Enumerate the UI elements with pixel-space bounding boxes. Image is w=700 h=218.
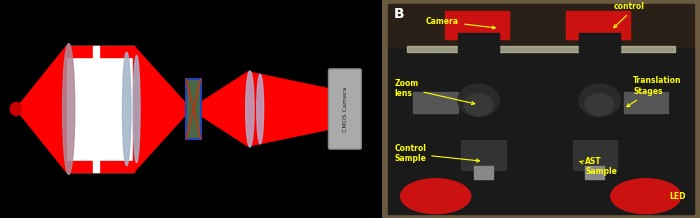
Circle shape	[10, 102, 22, 116]
Text: Temperature
control: Temperature control	[614, 0, 669, 28]
Bar	[461, 140, 505, 170]
Ellipse shape	[62, 44, 75, 174]
Text: LED: LED	[669, 192, 686, 201]
Polygon shape	[66, 46, 134, 172]
Bar	[624, 92, 668, 113]
Ellipse shape	[611, 179, 681, 214]
Polygon shape	[66, 161, 134, 172]
Text: Control
Sample: Control Sample	[394, 144, 480, 163]
Polygon shape	[16, 46, 66, 172]
Polygon shape	[248, 72, 343, 146]
Ellipse shape	[585, 94, 614, 116]
Polygon shape	[66, 46, 134, 57]
Bar	[566, 11, 630, 39]
Text: CMOS Camera: CMOS Camera	[343, 86, 348, 132]
Bar	[186, 79, 201, 139]
Bar	[573, 140, 617, 170]
Bar	[388, 48, 694, 214]
Ellipse shape	[579, 84, 620, 117]
Ellipse shape	[133, 56, 140, 162]
Polygon shape	[134, 46, 190, 172]
Ellipse shape	[400, 179, 470, 214]
Bar	[474, 166, 493, 179]
Ellipse shape	[458, 84, 499, 117]
Bar	[445, 11, 509, 39]
Bar	[407, 46, 675, 52]
Text: Translation
Stages: Translation Stages	[627, 76, 682, 107]
Text: Zoom
lens: Zoom lens	[394, 78, 475, 105]
Text: Camera: Camera	[426, 17, 496, 29]
Text: B: B	[394, 7, 405, 20]
Polygon shape	[190, 72, 248, 146]
Bar	[94, 46, 99, 172]
Bar	[413, 92, 458, 113]
Bar	[388, 4, 694, 48]
Ellipse shape	[122, 52, 131, 166]
FancyBboxPatch shape	[328, 69, 361, 149]
Text: AST
Sample: AST Sample	[580, 157, 617, 176]
Ellipse shape	[464, 94, 493, 116]
Ellipse shape	[257, 74, 264, 144]
Bar	[579, 33, 620, 87]
Ellipse shape	[246, 71, 254, 147]
Bar	[585, 166, 605, 179]
Bar	[458, 33, 499, 87]
